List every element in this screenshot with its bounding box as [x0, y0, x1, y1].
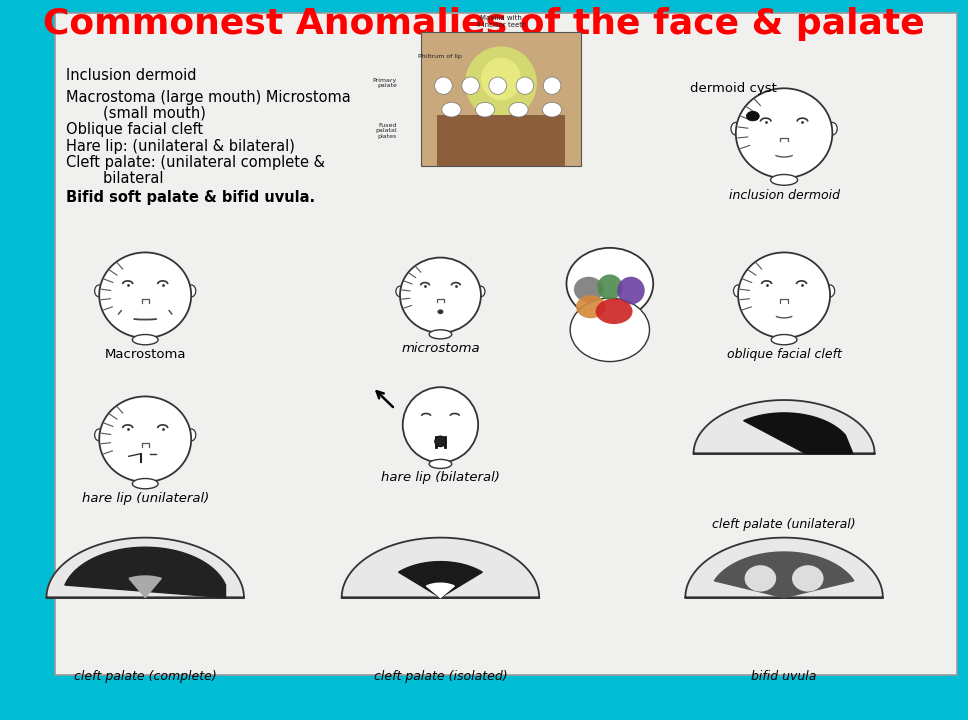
- Text: Maxilla with
4 incisor teeth: Maxilla with 4 incisor teeth: [475, 15, 527, 28]
- Ellipse shape: [133, 335, 158, 345]
- Bar: [438, 115, 565, 166]
- Ellipse shape: [465, 46, 537, 120]
- Text: cleft palate (isolated): cleft palate (isolated): [374, 670, 507, 683]
- Ellipse shape: [400, 258, 481, 333]
- Ellipse shape: [543, 77, 560, 94]
- Polygon shape: [693, 400, 875, 454]
- Text: hare lip (unilateral): hare lip (unilateral): [81, 492, 209, 505]
- Text: inclusion dermoid: inclusion dermoid: [729, 189, 839, 202]
- Ellipse shape: [475, 102, 495, 117]
- Ellipse shape: [739, 253, 831, 338]
- Ellipse shape: [99, 253, 192, 338]
- Polygon shape: [427, 583, 454, 598]
- Text: bilateral: bilateral: [66, 171, 164, 186]
- Text: (small mouth): (small mouth): [66, 106, 205, 120]
- Text: Oblique facial cleft: Oblique facial cleft: [66, 122, 203, 137]
- Ellipse shape: [187, 285, 196, 297]
- Ellipse shape: [435, 436, 446, 446]
- Polygon shape: [342, 538, 539, 598]
- Ellipse shape: [826, 285, 834, 297]
- Ellipse shape: [95, 429, 104, 441]
- Ellipse shape: [435, 77, 452, 94]
- Ellipse shape: [736, 89, 832, 178]
- Ellipse shape: [574, 276, 603, 302]
- Polygon shape: [65, 547, 226, 598]
- Ellipse shape: [95, 285, 104, 297]
- Ellipse shape: [771, 335, 797, 345]
- Ellipse shape: [828, 122, 837, 135]
- Ellipse shape: [618, 276, 645, 305]
- Text: Hare lip: (unilateral & bilateral): Hare lip: (unilateral & bilateral): [66, 139, 294, 153]
- Polygon shape: [399, 562, 482, 598]
- Ellipse shape: [566, 248, 653, 320]
- Text: microstoma: microstoma: [401, 342, 480, 355]
- Ellipse shape: [744, 565, 776, 592]
- Text: cleft palate (complete): cleft palate (complete): [74, 670, 217, 683]
- Ellipse shape: [99, 397, 192, 482]
- Text: dermoid cyst: dermoid cyst: [690, 82, 777, 95]
- Text: Primary
palate: Primary palate: [373, 78, 397, 89]
- Text: oblique facial cleft: oblique facial cleft: [727, 348, 841, 361]
- Ellipse shape: [187, 429, 196, 441]
- Ellipse shape: [429, 459, 452, 469]
- Polygon shape: [714, 552, 854, 598]
- Circle shape: [438, 310, 443, 313]
- Circle shape: [746, 112, 759, 121]
- Ellipse shape: [597, 274, 622, 300]
- Polygon shape: [46, 538, 244, 598]
- Text: hare lip (bilateral): hare lip (bilateral): [381, 472, 499, 485]
- Ellipse shape: [595, 299, 632, 324]
- Polygon shape: [685, 538, 883, 598]
- Text: bifid uvula: bifid uvula: [751, 670, 817, 683]
- Text: Macrostoma (large mouth) Microstoma: Macrostoma (large mouth) Microstoma: [66, 90, 350, 104]
- Ellipse shape: [771, 174, 798, 185]
- Text: cleft palate (unilateral): cleft palate (unilateral): [712, 518, 856, 531]
- Polygon shape: [129, 576, 162, 598]
- Ellipse shape: [462, 77, 479, 94]
- Ellipse shape: [792, 565, 824, 592]
- Text: Macrostoma: Macrostoma: [105, 348, 186, 361]
- Text: Inclusion dermoid: Inclusion dermoid: [66, 68, 197, 83]
- Text: Commonest Anomalies of the face & palate: Commonest Anomalies of the face & palate: [44, 7, 924, 42]
- Ellipse shape: [731, 122, 741, 135]
- Text: Bifid soft palate & bifid uvula.: Bifid soft palate & bifid uvula.: [66, 190, 315, 204]
- Ellipse shape: [133, 479, 158, 489]
- Ellipse shape: [441, 102, 461, 117]
- Ellipse shape: [489, 77, 506, 94]
- Text: Cleft palate: (unilateral complete &: Cleft palate: (unilateral complete &: [66, 156, 325, 170]
- Ellipse shape: [429, 330, 452, 339]
- Ellipse shape: [570, 298, 650, 361]
- Ellipse shape: [403, 387, 478, 462]
- Polygon shape: [743, 413, 853, 454]
- Bar: [421, 32, 581, 166]
- Ellipse shape: [477, 286, 485, 297]
- Ellipse shape: [481, 58, 521, 100]
- Ellipse shape: [509, 102, 529, 117]
- Ellipse shape: [516, 77, 533, 94]
- Text: Philtrum of lip: Philtrum of lip: [418, 54, 462, 59]
- Ellipse shape: [542, 102, 561, 117]
- Ellipse shape: [734, 285, 742, 297]
- Ellipse shape: [396, 286, 404, 297]
- Text: Fused
palatal
plates: Fused palatal plates: [376, 122, 397, 139]
- Ellipse shape: [576, 295, 606, 318]
